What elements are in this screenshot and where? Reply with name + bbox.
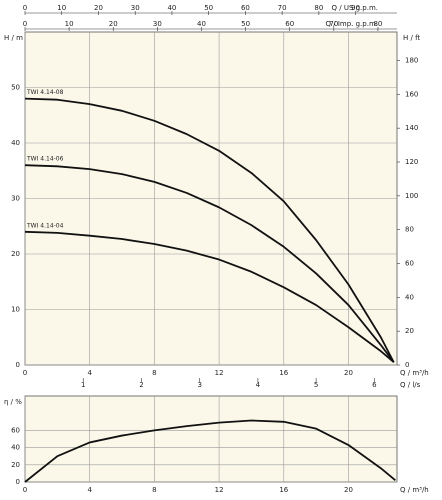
x-extra-tick-label: 60: [241, 4, 250, 12]
x-extra-tick-label: 6: [372, 381, 377, 389]
y2-tick-label: 120: [405, 158, 418, 166]
curve-label: TWI 4.14-04: [26, 222, 64, 229]
y-tick-label: 20: [11, 461, 20, 469]
curve-label: TWI 4.14-08: [26, 89, 64, 96]
y-axis-label: η / %: [4, 398, 22, 406]
x-tick-label: 16: [279, 486, 288, 494]
y-tick-label: 30: [11, 195, 20, 203]
x-extra-tick-label: 10: [65, 20, 74, 28]
y2-tick-label: 0: [405, 361, 409, 369]
y2-tick-label: 160: [405, 90, 418, 98]
y2-tick-label: 80: [405, 226, 414, 234]
x-extra-tick-label: 10: [57, 4, 66, 12]
x-extra-tick-label: 40: [167, 4, 176, 12]
x-extra-tick-label: 70: [278, 4, 287, 12]
x-tick-label: 0: [23, 486, 27, 494]
y2-tick-label: 40: [405, 293, 414, 301]
x-extra-tick-label: 20: [94, 4, 103, 12]
x-extra-axis-label: Q / l/s: [400, 381, 421, 389]
x-tick-label: 8: [152, 369, 156, 377]
x-extra-tick-label: 50: [204, 4, 213, 12]
x-extra-tick-label: 80: [373, 20, 382, 28]
y-tick-label: 10: [11, 306, 20, 314]
y-axis-label: H / m: [4, 34, 23, 42]
x-extra-tick-label: 1: [81, 381, 85, 389]
y-tick-label: 60: [11, 426, 20, 434]
x-tick-label: 20: [344, 369, 353, 377]
y2-tick-label: 60: [405, 260, 414, 268]
x-tick-label: 4: [87, 369, 92, 377]
y2-axis-label: H / ft: [403, 34, 420, 42]
y2-tick-label: 140: [405, 124, 418, 132]
x-extra-axis-label: Q / Imp. g.p.m.: [326, 20, 378, 28]
x-axis-label: Q / m³/h: [400, 486, 429, 494]
x-extra-tick-label: 0: [23, 20, 27, 28]
y-tick-label: 0: [16, 478, 20, 486]
x-extra-tick-label: 0: [23, 4, 27, 12]
x-extra-tick-label: 40: [197, 20, 206, 28]
x-extra-tick-label: 90: [351, 4, 360, 12]
x-extra-tick-label: 5: [314, 381, 318, 389]
curve: [24, 164, 395, 363]
x-tick-label: 4: [87, 486, 92, 494]
curve: [24, 97, 395, 363]
x-tick-label: 16: [279, 369, 288, 377]
plot-area: [24, 395, 398, 483]
x-extra-tick-label: 2: [139, 381, 143, 389]
x-tick-label: 8: [152, 486, 156, 494]
y2-tick-label: 180: [405, 57, 418, 65]
curve-label: TWI 4.14-06: [26, 156, 64, 163]
y2-tick-label: 20: [405, 327, 414, 335]
x-extra-tick-label: 50: [241, 20, 250, 28]
x-extra-tick-label: 80: [314, 4, 323, 12]
y2-tick-label: 100: [405, 192, 418, 200]
y-tick-label: 40: [11, 139, 20, 147]
x-extra-tick-label: 60: [285, 20, 294, 28]
x-tick-label: 20: [344, 486, 353, 494]
curve: [24, 419, 396, 483]
y-tick-label: 50: [11, 84, 20, 92]
x-extra-tick-label: 3: [197, 381, 201, 389]
y-tick-label: 20: [11, 250, 20, 258]
x-axis-label: Q / m³/h: [400, 369, 429, 377]
x-extra-tick-label: 30: [131, 4, 140, 12]
x-extra-tick-label: 30: [153, 20, 162, 28]
y-tick-label: 0: [16, 361, 20, 369]
x-extra-tick-label: 4: [256, 381, 261, 389]
x-extra-tick-label: 70: [329, 20, 338, 28]
curve: [24, 230, 395, 363]
x-tick-label: 12: [215, 369, 224, 377]
x-extra-axis-label: Q / US g.p.m.: [332, 4, 379, 12]
y-tick-label: 40: [11, 444, 20, 452]
x-tick-label: 12: [215, 486, 224, 494]
x-extra-tick-label: 20: [109, 20, 118, 28]
x-tick-label: 0: [23, 369, 27, 377]
